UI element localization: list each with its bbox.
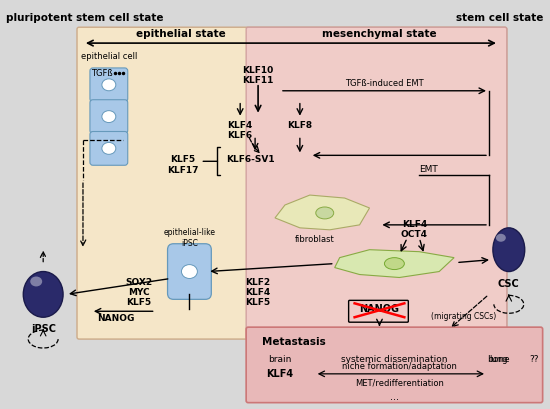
Text: KLF4: KLF4 bbox=[266, 369, 294, 379]
Text: pluripotent stem cell state: pluripotent stem cell state bbox=[7, 13, 164, 23]
Text: epithelial-like
iPSC: epithelial-like iPSC bbox=[163, 228, 216, 248]
Ellipse shape bbox=[182, 265, 197, 279]
Polygon shape bbox=[275, 195, 370, 230]
Ellipse shape bbox=[102, 142, 116, 154]
Text: KLF10
KLF11: KLF10 KLF11 bbox=[243, 66, 274, 85]
Ellipse shape bbox=[316, 207, 334, 219]
Text: lung: lung bbox=[490, 355, 508, 364]
Text: KLF4
OCT4: KLF4 OCT4 bbox=[401, 220, 428, 239]
Ellipse shape bbox=[496, 234, 506, 242]
Text: KLF4
KLF6: KLF4 KLF6 bbox=[228, 121, 253, 140]
Text: ...: ... bbox=[390, 392, 399, 402]
Text: bone: bone bbox=[487, 355, 510, 364]
FancyBboxPatch shape bbox=[90, 100, 128, 133]
Ellipse shape bbox=[493, 228, 525, 272]
Polygon shape bbox=[335, 249, 454, 277]
FancyBboxPatch shape bbox=[246, 27, 507, 339]
Ellipse shape bbox=[23, 272, 63, 317]
Text: CSC: CSC bbox=[498, 279, 520, 290]
Text: KLF6-SV1: KLF6-SV1 bbox=[226, 155, 274, 164]
FancyBboxPatch shape bbox=[168, 244, 211, 299]
Text: systemic dissemination: systemic dissemination bbox=[341, 355, 448, 364]
Text: MET/redifferentiation: MET/redifferentiation bbox=[355, 379, 444, 388]
Ellipse shape bbox=[102, 79, 116, 91]
Text: TGFß: TGFß bbox=[91, 69, 113, 78]
Text: epithelial cell: epithelial cell bbox=[81, 52, 137, 61]
Text: epithelial state: epithelial state bbox=[136, 29, 226, 39]
FancyBboxPatch shape bbox=[90, 132, 128, 165]
Text: KLF2
KLF4
KLF5: KLF2 KLF4 KLF5 bbox=[245, 277, 271, 307]
FancyBboxPatch shape bbox=[77, 27, 507, 339]
Text: stem cell state: stem cell state bbox=[456, 13, 543, 23]
Text: TGFß-induced EMT: TGFß-induced EMT bbox=[345, 79, 424, 88]
Text: Metastasis: Metastasis bbox=[262, 337, 326, 347]
Text: ??: ?? bbox=[529, 355, 538, 364]
Ellipse shape bbox=[102, 111, 116, 123]
Text: EMT: EMT bbox=[419, 165, 438, 174]
Text: mesenchymal state: mesenchymal state bbox=[322, 29, 437, 39]
Text: KLF5
KLF17: KLF5 KLF17 bbox=[167, 155, 198, 175]
Text: NANOG: NANOG bbox=[97, 314, 135, 323]
Text: brain: brain bbox=[268, 355, 292, 364]
Text: (migrating CSCs): (migrating CSCs) bbox=[431, 312, 497, 321]
Text: NANOG: NANOG bbox=[360, 304, 399, 314]
Ellipse shape bbox=[384, 258, 404, 270]
FancyBboxPatch shape bbox=[246, 327, 543, 402]
Text: iPSC: iPSC bbox=[31, 324, 56, 334]
FancyBboxPatch shape bbox=[90, 68, 128, 102]
Text: fibroblast: fibroblast bbox=[295, 235, 334, 244]
Text: SOX2
MYC
KLF5: SOX2 MYC KLF5 bbox=[125, 277, 152, 307]
Ellipse shape bbox=[30, 276, 42, 286]
Text: KLF8: KLF8 bbox=[287, 121, 312, 130]
Text: niche formation/adaptation: niche formation/adaptation bbox=[342, 362, 457, 371]
